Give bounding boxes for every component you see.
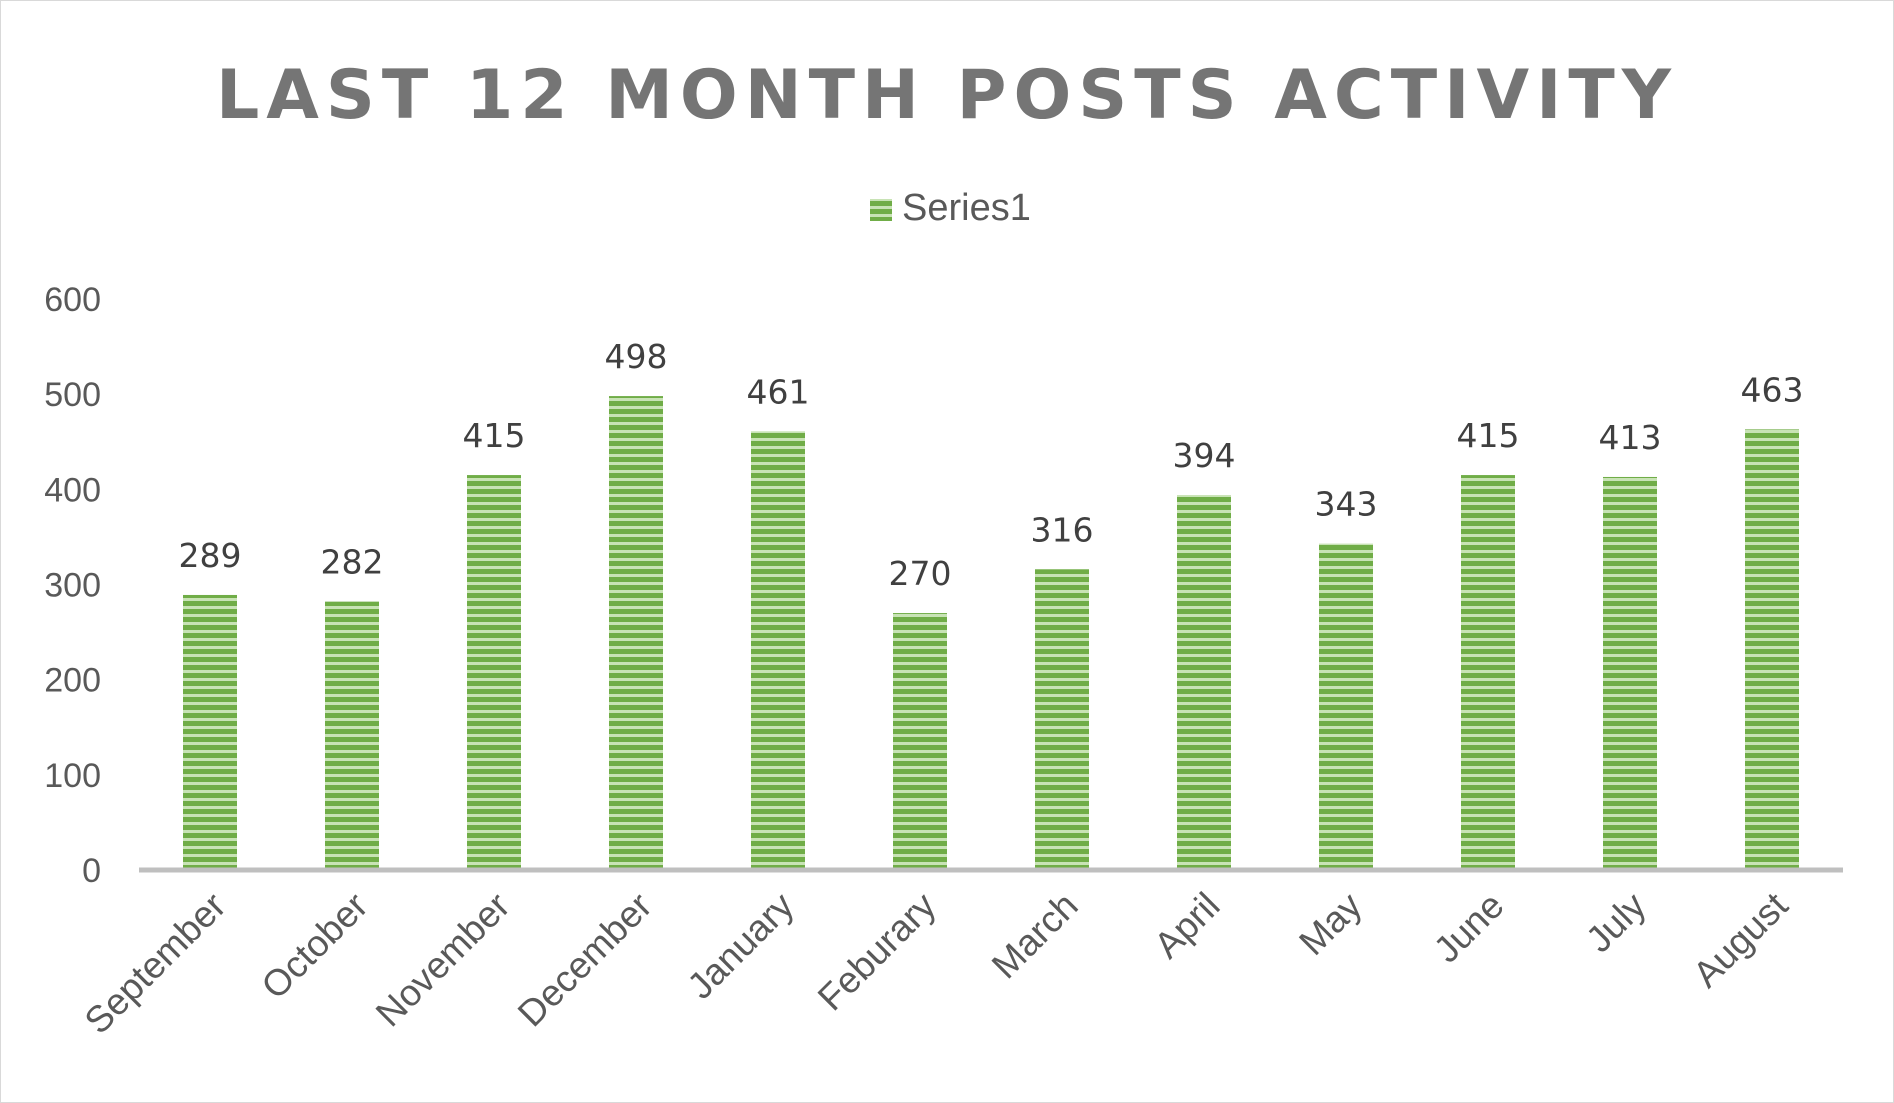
bar bbox=[1603, 476, 1657, 870]
x-category-label: June bbox=[1426, 885, 1512, 971]
y-tick-label: 300 bbox=[44, 567, 101, 605]
x-category-label: Feburary bbox=[810, 884, 944, 1018]
legend-label: Series1 bbox=[902, 187, 1031, 229]
data-label: 394 bbox=[1173, 436, 1236, 475]
bar bbox=[1745, 429, 1799, 870]
bar bbox=[1035, 569, 1089, 870]
bar bbox=[893, 613, 947, 870]
data-label: 498 bbox=[605, 337, 668, 376]
y-tick-label: 600 bbox=[44, 281, 101, 319]
bar bbox=[467, 475, 521, 870]
data-label: 316 bbox=[1031, 510, 1094, 549]
y-tick-label: 200 bbox=[44, 662, 101, 700]
data-label: 343 bbox=[1315, 485, 1378, 524]
y-tick-label: 100 bbox=[44, 757, 101, 795]
data-label: 270 bbox=[889, 554, 952, 593]
x-category-label: January bbox=[680, 884, 802, 1006]
x-category-label: April bbox=[1146, 885, 1227, 966]
data-label: 413 bbox=[1599, 418, 1662, 457]
data-label: 415 bbox=[463, 416, 526, 455]
y-tick-label: 400 bbox=[44, 471, 101, 509]
x-category-label: March bbox=[984, 885, 1086, 987]
bar bbox=[183, 594, 237, 870]
x-category-label: October bbox=[254, 885, 376, 1007]
data-label: 461 bbox=[747, 372, 810, 411]
x-category-label: August bbox=[1685, 884, 1796, 995]
bar bbox=[325, 601, 379, 870]
x-category-label: December bbox=[510, 885, 660, 1035]
x-category-label: May bbox=[1291, 884, 1370, 963]
x-category-label: November bbox=[368, 885, 518, 1035]
chart-title: LAST 12 MONTH POSTS ACTIVITY bbox=[216, 56, 1678, 135]
x-category-label: July bbox=[1578, 884, 1654, 960]
data-labels: 289 282 415 498 461 270 316 394 343 415 413 463 bbox=[179, 337, 1804, 593]
legend-swatch bbox=[870, 199, 892, 221]
bars bbox=[183, 396, 1799, 870]
data-label: 463 bbox=[1741, 370, 1804, 409]
bar bbox=[751, 431, 805, 870]
y-axis: 0 100 200 300 400 500 600 bbox=[44, 281, 101, 890]
bar bbox=[1319, 543, 1373, 870]
bar bbox=[1177, 495, 1231, 870]
x-category-label: September bbox=[77, 885, 234, 1042]
data-label: 289 bbox=[179, 536, 242, 575]
bar bbox=[609, 396, 663, 870]
data-label: 282 bbox=[321, 543, 384, 582]
legend: Series1 bbox=[870, 187, 1031, 229]
y-tick-label: 0 bbox=[82, 852, 101, 890]
y-tick-label: 500 bbox=[44, 376, 101, 414]
bar bbox=[1461, 475, 1515, 870]
data-label: 415 bbox=[1457, 416, 1520, 455]
